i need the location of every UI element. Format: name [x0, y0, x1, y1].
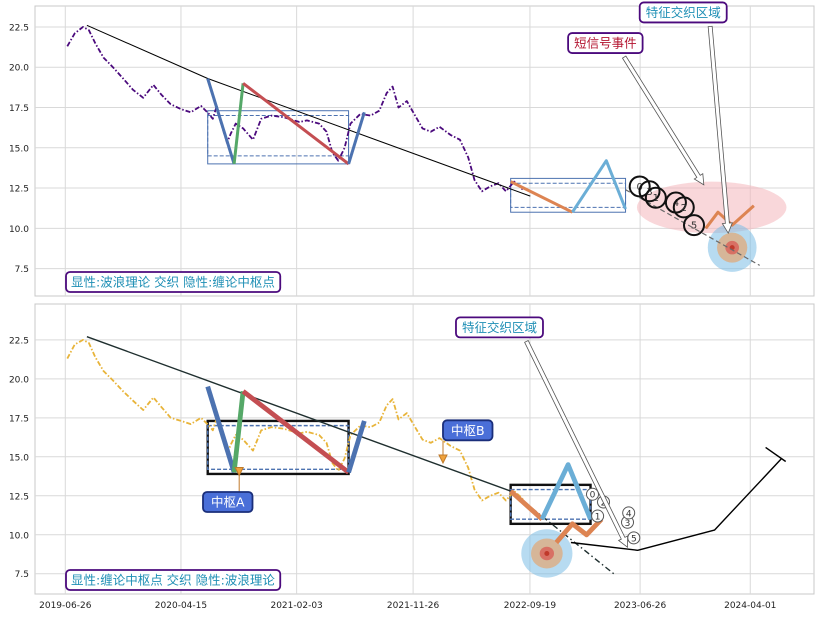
series-line — [509, 489, 544, 521]
y-tick-label: 7.5 — [15, 265, 29, 275]
annotation-text: 特征交织区域 — [462, 320, 537, 335]
x-tick-label: 2021-11-26 — [387, 601, 440, 611]
series-line — [510, 490, 617, 576]
y-tick-label: 22.5 — [9, 23, 29, 33]
y-tick-label: 12.5 — [9, 492, 29, 502]
x-tick-label: 2020-04-15 — [155, 601, 207, 611]
annotation: 中枢B — [438, 419, 494, 465]
series-line — [206, 78, 236, 165]
x-tick-label: 2021-02-03 — [270, 601, 322, 611]
pivot-zone — [207, 424, 350, 470]
x-tick-label: 2022-09-19 — [504, 601, 557, 611]
series-line — [554, 517, 604, 545]
series-line — [231, 391, 246, 473]
y-tick-label: 17.5 — [9, 104, 29, 114]
series-line — [570, 457, 783, 551]
series-line — [510, 180, 574, 214]
wave-marker-label: 3 — [625, 519, 631, 529]
x-tick-label: 2024-04-01 — [724, 601, 776, 611]
wave-marker-label: 5 — [631, 534, 637, 544]
plot-area — [34, 5, 815, 297]
annotation: 特征交织区域 — [638, 1, 733, 235]
series-line — [66, 26, 524, 193]
series-line — [571, 159, 627, 214]
y-tick-label: 10.0 — [9, 225, 29, 235]
wave-marker-label: 1 — [595, 513, 601, 523]
series-line — [347, 111, 366, 165]
y-tick-label: 22.5 — [9, 336, 29, 346]
annotation: 短信号事件 — [567, 32, 705, 186]
y-tick-label: 7.5 — [15, 570, 29, 580]
wave-marker: 5 — [683, 214, 706, 237]
chart-panel-1: 7.510.012.515.017.520.022.50 31 4 25特征交织区域短… — [9, 1, 815, 297]
series-line — [242, 82, 350, 166]
wave-marker: 3 — [638, 180, 661, 203]
annotation-text: 特征交织区域 — [646, 5, 721, 20]
y-tick-label: 15.0 — [9, 453, 29, 463]
y-tick-label: 20.0 — [9, 64, 29, 74]
wave-marker-label: 4 — [673, 198, 679, 209]
highlight-region — [707, 223, 757, 272]
chart-panel-2: 7.5 10.0 12.5 15.0 17.5 20.0 22.5 2019-06-26 202… — [9, 303, 815, 611]
wave-marker: 4 — [622, 506, 636, 520]
y-tick-label: 10.0 — [9, 531, 29, 541]
legend: 显性:波浪理论 交织 隐性:缠论中枢点 — [65, 271, 282, 293]
pivot-zone — [510, 182, 627, 208]
x-tick-label: 2023-06-26 — [614, 601, 667, 611]
x-tick-label: 2019-06-26 — [39, 601, 92, 611]
wave-marker: 1 — [644, 186, 667, 209]
wave-marker: 2 — [672, 196, 695, 219]
highlight-region — [521, 529, 573, 578]
series-line — [539, 462, 593, 521]
wave-marker-label: 5 — [691, 221, 697, 232]
annotation: 特征交织区域 — [455, 316, 628, 549]
annotation-text: 短信号事件 — [574, 36, 637, 51]
highlight-region — [636, 181, 787, 234]
y-tick-label: 15.0 — [9, 144, 29, 154]
wave-marker: 0 — [585, 487, 599, 501]
series-line — [346, 420, 367, 474]
wave-marker-label: 1 — [653, 193, 659, 204]
wave-marker: 5 — [627, 531, 641, 545]
annotation-text: 中枢A — [211, 495, 245, 510]
legend-text: 显性:波浪理论 交织 隐性:缠论中枢点 — [71, 275, 275, 290]
y-tick-label: 12.5 — [9, 185, 29, 195]
legend: 显性:缠论中枢点 交织 隐性:波浪理论 — [65, 569, 282, 591]
plot-area — [34, 303, 815, 595]
series-line — [86, 336, 511, 492]
annotation: 中枢A — [202, 467, 254, 513]
y-tick-label: 20.0 — [9, 375, 29, 385]
y-tick-label: 17.5 — [9, 414, 29, 424]
legend-text: 显性:缠论中枢点 交织 隐性:波浪理论 — [71, 573, 275, 588]
wave-marker-label: 0 — [590, 491, 596, 501]
annotation-text: 中枢B — [451, 423, 485, 438]
pivot-zone — [509, 488, 592, 520]
wave-marker-label: 4 — [626, 509, 632, 519]
wave-marker: 1 — [591, 509, 605, 523]
series-line — [205, 385, 237, 474]
series-line — [765, 446, 787, 463]
series-line — [241, 389, 351, 475]
wave-marker-label: 3 — [646, 187, 652, 198]
pivot-zone — [207, 115, 350, 157]
series-line — [232, 83, 245, 165]
wave-marker-label: 2 — [681, 203, 687, 214]
